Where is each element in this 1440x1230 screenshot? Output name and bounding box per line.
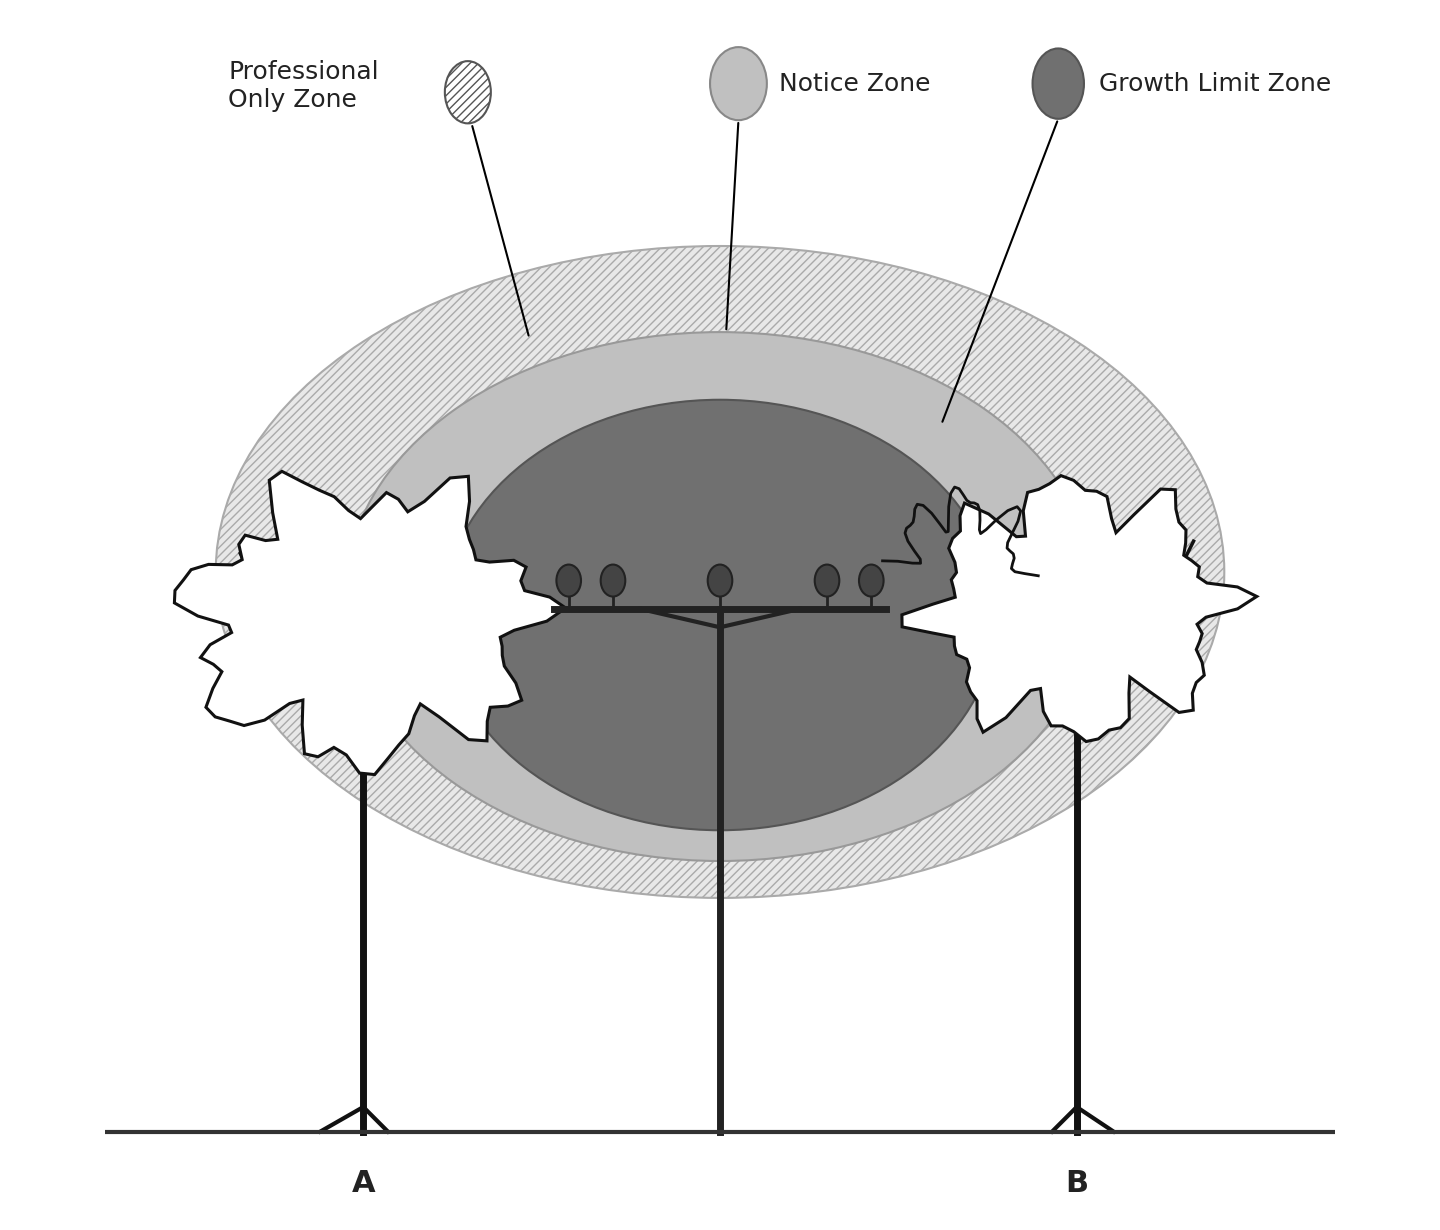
Text: Notice Zone: Notice Zone — [779, 71, 930, 96]
Ellipse shape — [600, 565, 625, 597]
Text: Growth Limit Zone: Growth Limit Zone — [1099, 71, 1331, 96]
Ellipse shape — [860, 565, 884, 597]
Ellipse shape — [556, 565, 580, 597]
Ellipse shape — [815, 565, 840, 597]
Polygon shape — [901, 476, 1257, 742]
Ellipse shape — [1032, 48, 1084, 119]
Ellipse shape — [216, 246, 1224, 898]
Text: Professional
Only Zone: Professional Only Zone — [228, 60, 379, 112]
Text: A: A — [351, 1168, 374, 1198]
Ellipse shape — [710, 47, 768, 121]
Ellipse shape — [707, 565, 733, 597]
Text: B: B — [1066, 1168, 1089, 1198]
Ellipse shape — [444, 400, 996, 830]
Ellipse shape — [445, 62, 491, 123]
Polygon shape — [174, 471, 566, 775]
Ellipse shape — [344, 332, 1096, 861]
